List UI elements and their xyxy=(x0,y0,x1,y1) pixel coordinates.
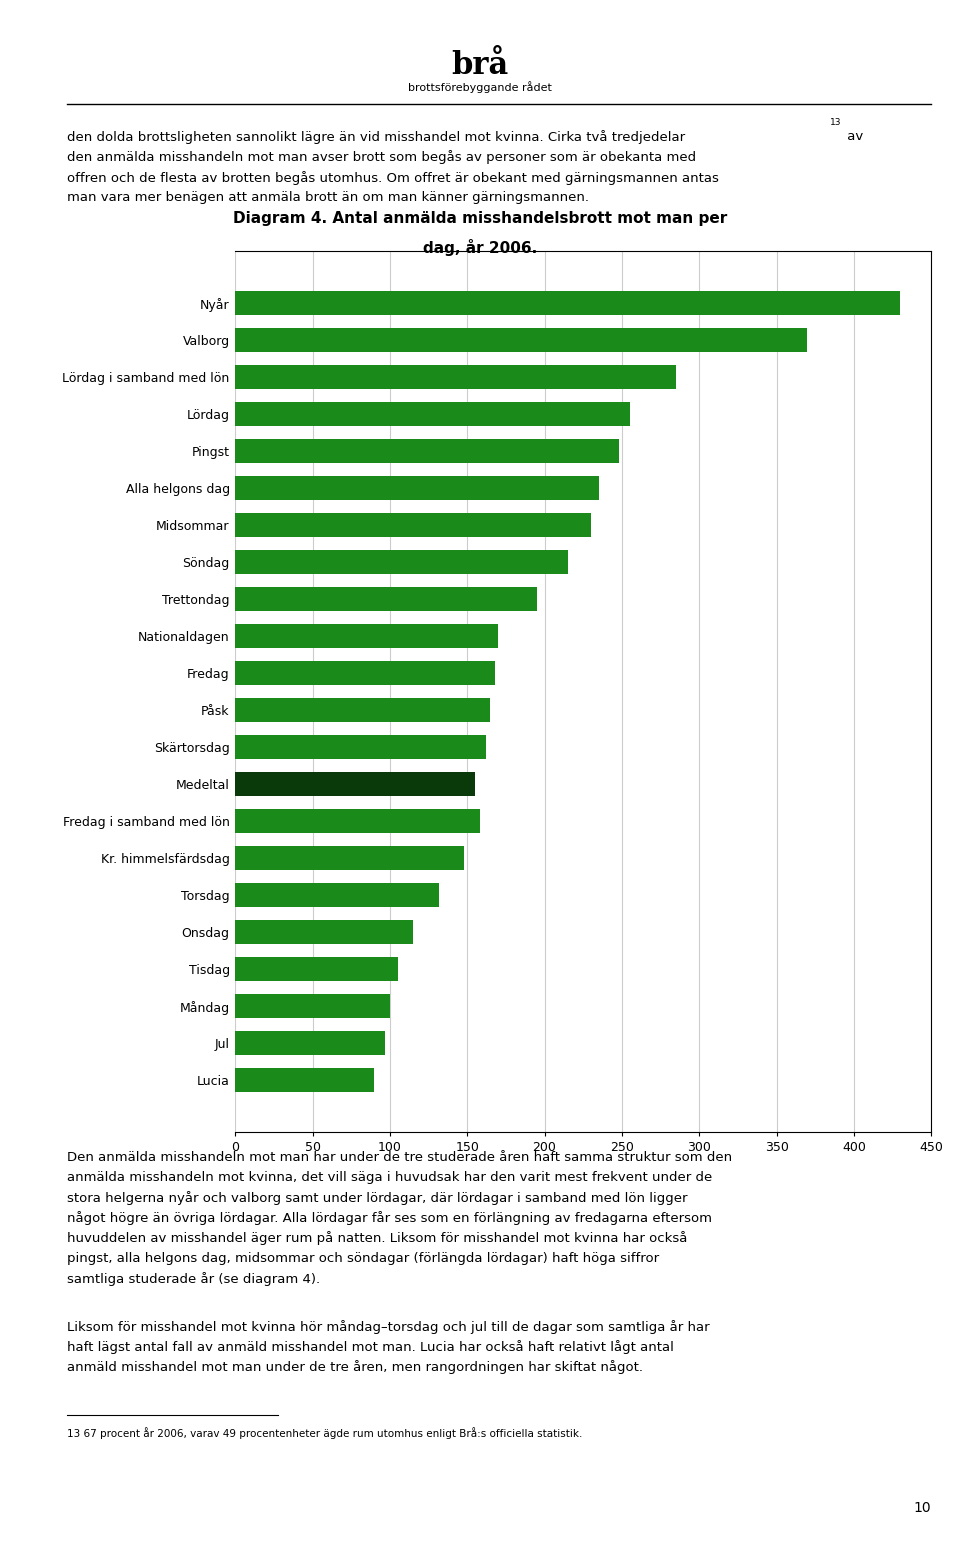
Text: anmälda misshandeln mot kvinna, det vill säga i huvudsak har den varit mest frek: anmälda misshandeln mot kvinna, det vill… xyxy=(67,1171,712,1183)
Bar xyxy=(235,366,676,389)
Bar xyxy=(235,847,464,870)
Text: något högre än övriga lördagar. Alla lördagar får ses som en förlängning av fred: något högre än övriga lördagar. Alla lör… xyxy=(67,1211,712,1225)
Bar xyxy=(235,476,599,501)
Bar xyxy=(235,292,900,315)
Bar xyxy=(235,883,440,907)
Text: den anmälda misshandeln mot man avser brott som begås av personer som är obekant: den anmälda misshandeln mot man avser br… xyxy=(67,150,696,164)
Bar xyxy=(235,810,480,833)
Text: dag, år 2006.: dag, år 2006. xyxy=(422,239,538,256)
Text: samtliga studerade år (se diagram 4).: samtliga studerade år (se diagram 4). xyxy=(67,1272,321,1286)
Bar xyxy=(235,994,390,1017)
Bar xyxy=(235,772,475,796)
Bar xyxy=(235,661,495,686)
Bar xyxy=(235,735,486,760)
Text: brottsförebyggande rådet: brottsförebyggande rådet xyxy=(408,81,552,93)
Bar xyxy=(235,1069,374,1092)
Text: Liksom för misshandel mot kvinna hör måndag–torsdag och jul till de dagar som sa: Liksom för misshandel mot kvinna hör mån… xyxy=(67,1320,709,1334)
Bar xyxy=(235,957,397,982)
Text: Diagram 4. Antal anmälda misshandelsbrott mot man per: Diagram 4. Antal anmälda misshandelsbrot… xyxy=(233,211,727,226)
Text: offren och de flesta av brotten begås utomhus. Om offret är obekant med gärnings: offren och de flesta av brotten begås ut… xyxy=(67,171,719,185)
Text: pingst, alla helgons dag, midsommar och söndagar (förlängda lördagar) haft höga : pingst, alla helgons dag, midsommar och … xyxy=(67,1252,660,1264)
Text: av: av xyxy=(843,130,863,143)
Bar xyxy=(235,513,591,537)
Text: anmäld misshandel mot man under de tre åren, men rangordningen har skiftat något: anmäld misshandel mot man under de tre å… xyxy=(67,1360,643,1374)
Text: Den anmälda misshandeln mot man har under de tre studerade åren haft samma struk: Den anmälda misshandeln mot man har unde… xyxy=(67,1151,732,1163)
Bar xyxy=(235,624,498,648)
Text: huvuddelen av misshandel äger rum på natten. Liksom för misshandel mot kvinna ha: huvuddelen av misshandel äger rum på nat… xyxy=(67,1231,687,1245)
Text: brå: brå xyxy=(451,50,509,81)
Text: den dolda brottsligheten sannolikt lägre än vid misshandel mot kvinna. Cirka två: den dolda brottsligheten sannolikt lägre… xyxy=(67,130,685,144)
Bar xyxy=(235,551,567,574)
Bar xyxy=(235,698,491,723)
Text: man vara mer benägen att anmäla brott än om man känner gärningsmannen.: man vara mer benägen att anmäla brott än… xyxy=(67,191,589,203)
Text: 10: 10 xyxy=(914,1501,931,1515)
Text: stora helgerna nyår och valborg samt under lördagar, där lördagar i samband med : stora helgerna nyår och valborg samt und… xyxy=(67,1191,687,1205)
Text: haft lägst antal fall av anmäld misshandel mot man. Lucia har också haft relativ: haft lägst antal fall av anmäld misshand… xyxy=(67,1340,674,1354)
Bar xyxy=(235,1031,385,1055)
Bar xyxy=(235,329,807,352)
Bar xyxy=(235,920,413,945)
Bar xyxy=(235,402,630,427)
Bar xyxy=(235,439,619,464)
Text: 13: 13 xyxy=(830,118,842,127)
Text: 13 67 procent år 2006, varav 49 procentenheter ägde rum utomhus enligt Brå:s off: 13 67 procent år 2006, varav 49 procente… xyxy=(67,1427,583,1439)
Bar xyxy=(235,588,537,611)
